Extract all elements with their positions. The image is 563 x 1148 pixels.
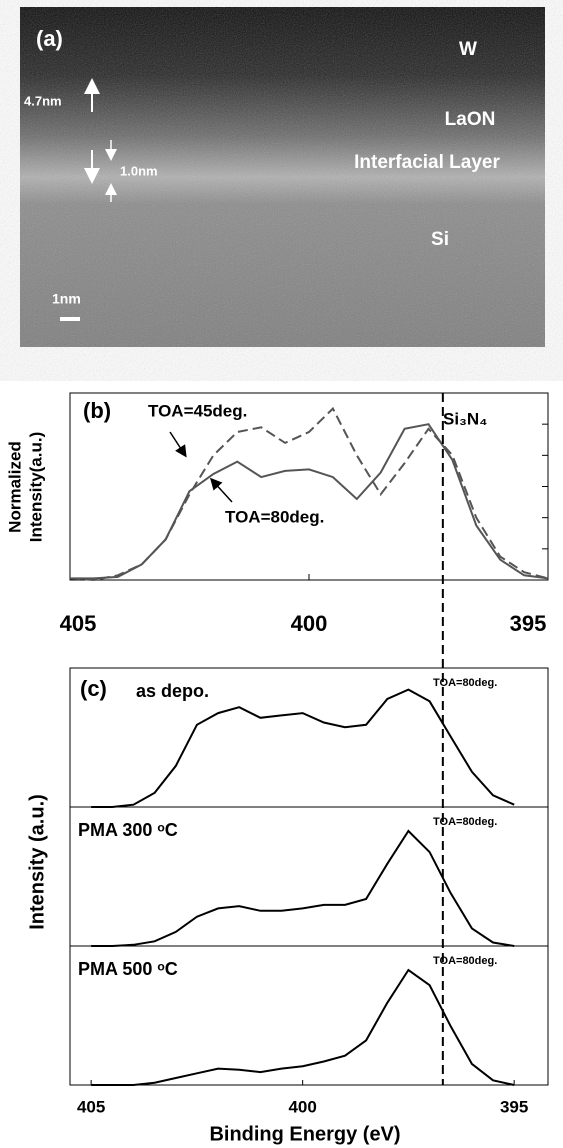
panel-series-label: PMA 500 ᵒC bbox=[78, 959, 178, 979]
panel-b-static bbox=[170, 432, 232, 502]
y-axis-label: Intensity (a.u.) bbox=[26, 794, 48, 930]
x-tick-label: 400 bbox=[291, 611, 328, 636]
annotation: Si₃N₄ bbox=[443, 409, 487, 428]
layer-label: LaON bbox=[445, 109, 496, 130]
arrow bbox=[170, 432, 185, 455]
thickness-label: 4.7nm bbox=[24, 93, 62, 108]
x-tick-label: 395 bbox=[500, 1097, 528, 1116]
annotation: TOA=45deg. bbox=[148, 401, 247, 420]
figure: (a) W LaON Interfacial Layer Si 4.7nm 1.… bbox=[0, 0, 563, 1148]
data-line bbox=[70, 409, 548, 580]
panel-label: (c) bbox=[80, 676, 107, 701]
tem-image: (a) W LaON Interfacial Layer Si 4.7nm 1.… bbox=[20, 7, 545, 347]
annotation: TOA=80deg. bbox=[433, 677, 497, 689]
scale-bar-label: 1nm bbox=[52, 291, 81, 307]
panel-series-label: PMA 300 ᵒC bbox=[78, 820, 178, 840]
panel-series-label: as depo. bbox=[136, 681, 209, 701]
annotation: TOA=80deg. bbox=[433, 955, 497, 967]
layer-label: Si bbox=[431, 229, 449, 250]
layer-label: Interfacial Layer bbox=[354, 152, 500, 173]
x-tick-label: 405 bbox=[77, 1097, 105, 1116]
x-tick-label: 405 bbox=[60, 611, 97, 636]
data-line bbox=[91, 831, 514, 946]
data-line bbox=[91, 690, 514, 807]
layer-label: W bbox=[459, 39, 477, 60]
data-line bbox=[70, 424, 548, 578]
panel-label: (b) bbox=[83, 398, 111, 423]
arrow bbox=[212, 480, 232, 502]
panel-label: (a) bbox=[36, 26, 63, 51]
annotation: TOA=80deg. bbox=[433, 816, 497, 828]
data-line bbox=[91, 970, 514, 1085]
x-axis-label: Binding Energy (eV) bbox=[209, 1123, 400, 1145]
y-axis-label: Intensity(a.u.) bbox=[26, 432, 45, 543]
x-tick-label: 395 bbox=[510, 611, 547, 636]
y-axis-label: Normalized bbox=[5, 441, 24, 533]
thickness-label: 1.0nm bbox=[120, 163, 158, 178]
scale-bar bbox=[60, 317, 80, 321]
annotation: TOA=80deg. bbox=[225, 507, 324, 526]
x-tick-label: 400 bbox=[288, 1097, 316, 1116]
